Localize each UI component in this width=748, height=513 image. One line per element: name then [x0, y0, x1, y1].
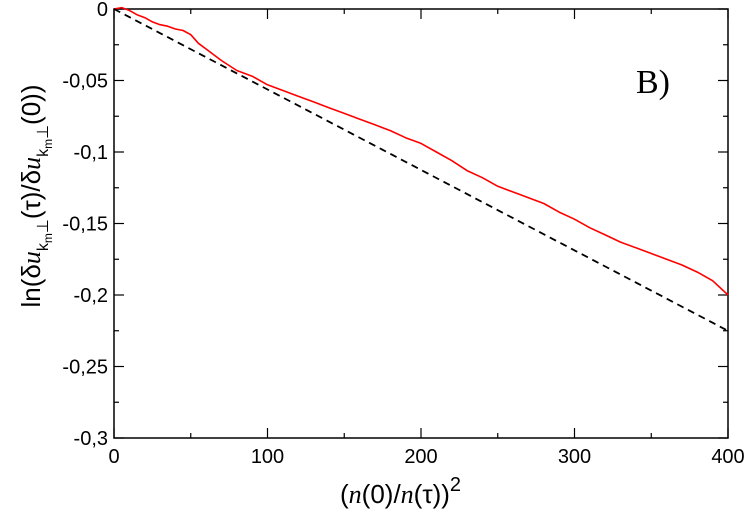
x-tick-label: 0 [108, 446, 119, 468]
x-axis-title: (n(0)/n(τ))2 [340, 474, 461, 509]
reference-dashed-line [113, 8, 729, 332]
plot-area: 0 100 200 300 400 0 -0,05 -0,1 -0,15 -0,2 -0,25 -0,… [62, 0, 744, 468]
svg-text:ln(δukm⊥(τ)/δukm⊥(0)): ln(δukm⊥(τ)/δukm⊥(0)) [16, 85, 55, 308]
y-tick-label: -0,15 [62, 214, 108, 236]
y-tick-label: -0,3 [74, 428, 108, 450]
y-tick-label: -0,2 [74, 285, 108, 307]
x-tick-label: 100 [251, 446, 284, 468]
y-tick-label: -0,05 [62, 71, 108, 93]
y-tick-label: 0 [97, 0, 108, 21]
x-tick-label: 200 [404, 446, 437, 468]
x-tick-label: 400 [711, 446, 744, 468]
y-axis-title: ln(δukm⊥(τ)/δukm⊥(0)) [16, 85, 55, 308]
y-tick-label: -0,25 [62, 357, 108, 379]
data-series-line [113, 6, 729, 296]
svg-text:(n(0)/n(τ))2: (n(0)/n(τ))2 [340, 474, 461, 509]
x-tick-label: 300 [558, 446, 591, 468]
y-tick-label: -0,1 [74, 142, 108, 164]
panel-label: B) [636, 64, 670, 101]
